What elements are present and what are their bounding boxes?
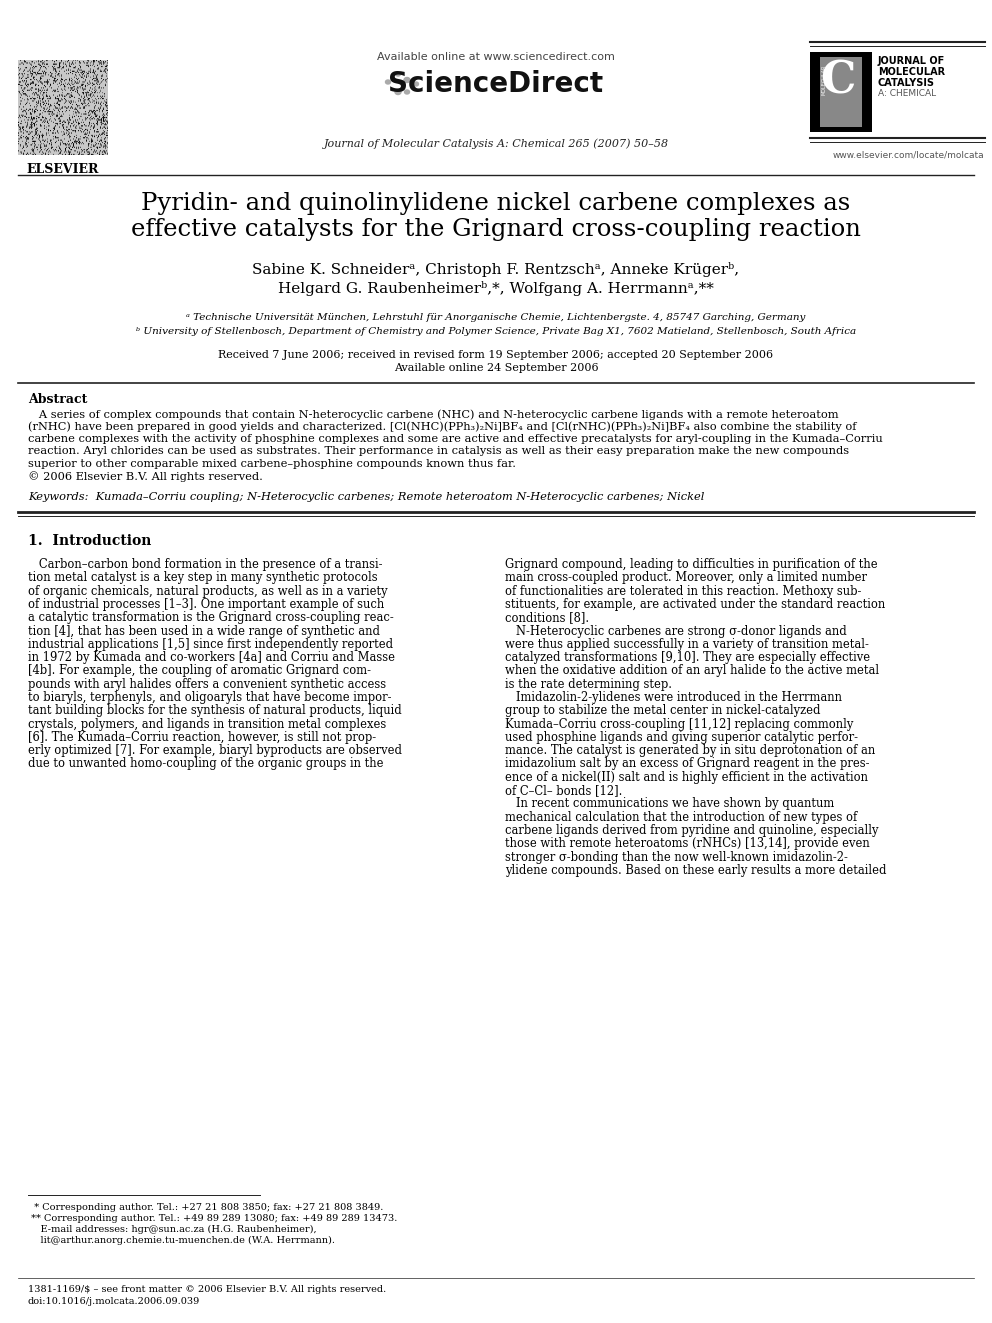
- Ellipse shape: [386, 79, 391, 83]
- Text: (rNHC) have been prepared in good yields and characterized. [Cl(NHC)(PPh₃)₂Ni]BF: (rNHC) have been prepared in good yields…: [28, 422, 856, 433]
- Ellipse shape: [414, 82, 419, 86]
- Text: MOLECULAR: MOLECULAR: [878, 67, 945, 77]
- Ellipse shape: [395, 90, 401, 94]
- Text: E-mail addresses: hgr@sun.ac.za (H.G. Raubenheimer),: E-mail addresses: hgr@sun.ac.za (H.G. Ra…: [28, 1225, 316, 1234]
- Text: effective catalysts for the Grignard cross-coupling reaction: effective catalysts for the Grignard cro…: [131, 218, 861, 241]
- Text: ELSEVIER: ELSEVIER: [27, 163, 99, 176]
- Text: of organic chemicals, natural products, as well as in a variety: of organic chemicals, natural products, …: [28, 585, 388, 598]
- Text: conditions [8].: conditions [8].: [505, 611, 589, 624]
- Text: Kumada–Corriu cross-coupling [11,12] replacing commonly: Kumada–Corriu cross-coupling [11,12] rep…: [505, 717, 853, 730]
- Text: In recent communications we have shown by quantum: In recent communications we have shown b…: [505, 798, 834, 811]
- Text: lit@arthur.anorg.chemie.tu-muenchen.de (W.A. Herrmann).: lit@arthur.anorg.chemie.tu-muenchen.de (…: [28, 1236, 335, 1245]
- Ellipse shape: [404, 78, 410, 82]
- Ellipse shape: [405, 90, 410, 94]
- Text: tion [4], that has been used in a wide range of synthetic and: tion [4], that has been used in a wide r…: [28, 624, 380, 638]
- Text: Pyridin- and quinolinylidene nickel carbene complexes as: Pyridin- and quinolinylidene nickel carb…: [142, 192, 850, 216]
- Text: 1381-1169/$ – see front matter © 2006 Elsevier B.V. All rights reserved.: 1381-1169/$ – see front matter © 2006 El…: [28, 1285, 386, 1294]
- Text: tant building blocks for the synthesis of natural products, liquid: tant building blocks for the synthesis o…: [28, 704, 402, 717]
- Text: crystals, polymers, and ligands in transition metal complexes: crystals, polymers, and ligands in trans…: [28, 717, 386, 730]
- Ellipse shape: [396, 71, 401, 75]
- Text: when the oxidative addition of an aryl halide to the active metal: when the oxidative addition of an aryl h…: [505, 664, 879, 677]
- Text: [6]. The Kumada–Corriu reaction, however, is still not prop-: [6]. The Kumada–Corriu reaction, however…: [28, 730, 376, 744]
- Text: JOURNAL OF: JOURNAL OF: [878, 56, 945, 66]
- Text: A series of complex compounds that contain N-heterocyclic carbene (NHC) and N-he: A series of complex compounds that conta…: [28, 409, 838, 419]
- Text: catalyzed transformations [9,10]. They are especially effective: catalyzed transformations [9,10]. They a…: [505, 651, 870, 664]
- Text: of industrial processes [1–3]. One important example of such: of industrial processes [1–3]. One impor…: [28, 598, 384, 611]
- Text: Carbon–carbon bond formation in the presence of a transi-: Carbon–carbon bond formation in the pres…: [28, 558, 383, 572]
- Text: * Corresponding author. Tel.: +27 21 808 3850; fax: +27 21 808 3849.: * Corresponding author. Tel.: +27 21 808…: [28, 1203, 383, 1212]
- Text: pounds with aryl halides offers a convenient synthetic access: pounds with aryl halides offers a conven…: [28, 677, 386, 691]
- Text: ** Corresponding author. Tel.: +49 89 289 13080; fax: +49 89 289 13473.: ** Corresponding author. Tel.: +49 89 28…: [28, 1215, 398, 1222]
- Text: Available online 24 September 2006: Available online 24 September 2006: [394, 363, 598, 373]
- Text: ence of a nickel(II) salt and is highly efficient in the activation: ence of a nickel(II) salt and is highly …: [505, 771, 868, 783]
- Text: reaction. Aryl chlorides can be used as substrates. Their performance in catalys: reaction. Aryl chlorides can be used as …: [28, 446, 849, 456]
- Text: group to stabilize the metal center in nickel-catalyzed: group to stabilize the metal center in n…: [505, 704, 820, 717]
- Bar: [810, 52, 872, 132]
- Text: Journal of Molecular Catalysis A: Chemical 265 (2007) 50–58: Journal of Molecular Catalysis A: Chemic…: [323, 138, 669, 148]
- Text: main cross-coupled product. Moreover, only a limited number: main cross-coupled product. Moreover, on…: [505, 572, 867, 585]
- Text: ᵃ Technische Universität München, Lehrstuhl für Anorganische Chemie, Lichtenberg: ᵃ Technische Universität München, Lehrst…: [186, 314, 806, 321]
- Text: tion metal catalyst is a key step in many synthetic protocols: tion metal catalyst is a key step in man…: [28, 572, 378, 585]
- Bar: [820, 57, 862, 127]
- Text: carbene complexes with the activity of phosphine complexes and some are active a: carbene complexes with the activity of p…: [28, 434, 883, 445]
- Text: A: CHEMICAL: A: CHEMICAL: [878, 89, 936, 98]
- Text: C: C: [820, 60, 856, 103]
- Text: in 1972 by Kumada and co-workers [4a] and Corriu and Masse: in 1972 by Kumada and co-workers [4a] an…: [28, 651, 395, 664]
- Text: Abstract: Abstract: [28, 393, 87, 406]
- Text: Received 7 June 2006; received in revised form 19 September 2006; accepted 20 Se: Received 7 June 2006; received in revise…: [218, 351, 774, 360]
- Text: those with remote heteroatoms (rNHCs) [13,14], provide even: those with remote heteroatoms (rNHCs) [1…: [505, 837, 870, 851]
- Text: used phosphine ligands and giving superior catalytic perfor-: used phosphine ligands and giving superi…: [505, 730, 858, 744]
- Text: erly optimized [7]. For example, biaryl byproducts are observed: erly optimized [7]. For example, biaryl …: [28, 745, 402, 757]
- Text: mance. The catalyst is generated by in situ deprotonation of an: mance. The catalyst is generated by in s…: [505, 745, 875, 757]
- Text: doi:10.1016/j.molcata.2006.09.039: doi:10.1016/j.molcata.2006.09.039: [28, 1297, 200, 1306]
- Text: of C–Cl– bonds [12].: of C–Cl– bonds [12].: [505, 785, 622, 796]
- Text: Grignard compound, leading to difficulties in purification of the: Grignard compound, leading to difficulti…: [505, 558, 878, 572]
- Text: Imidazolin-2-ylidenes were introduced in the Herrmann: Imidazolin-2-ylidenes were introduced in…: [505, 691, 842, 704]
- Text: due to unwanted homo-coupling of the organic groups in the: due to unwanted homo-coupling of the org…: [28, 758, 384, 770]
- Text: superior to other comparable mixed carbene–phosphine compounds known thus far.: superior to other comparable mixed carbe…: [28, 459, 516, 468]
- Text: Keywords:  Kumada–Corriu coupling; N-Heterocyclic carbenes; Remote heteroatom N-: Keywords: Kumada–Corriu coupling; N-Hete…: [28, 492, 704, 501]
- Text: www.elsevier.com/locate/molcata: www.elsevier.com/locate/molcata: [832, 149, 984, 159]
- Text: stronger σ-bonding than the now well-known imidazolin-2-: stronger σ-bonding than the now well-kno…: [505, 851, 848, 864]
- Text: © 2006 Elsevier B.V. All rights reserved.: © 2006 Elsevier B.V. All rights reserved…: [28, 471, 263, 483]
- Text: is the rate determining step.: is the rate determining step.: [505, 677, 672, 691]
- Text: of functionalities are tolerated in this reaction. Methoxy sub-: of functionalities are tolerated in this…: [505, 585, 861, 598]
- Text: 1.  Introduction: 1. Introduction: [28, 534, 152, 548]
- Text: a catalytic transformation is the Grignard cross-coupling reac-: a catalytic transformation is the Grigna…: [28, 611, 394, 624]
- Text: imidazolium salt by an excess of Grignard reagent in the pres-: imidazolium salt by an excess of Grignar…: [505, 758, 870, 770]
- Text: ᵇ University of Stellenbosch, Department of Chemistry and Polymer Science, Priva: ᵇ University of Stellenbosch, Department…: [136, 327, 856, 336]
- Text: [4b]. For example, the coupling of aromatic Grignard com-: [4b]. For example, the coupling of aroma…: [28, 664, 371, 677]
- Text: N-Heterocyclic carbenes are strong σ-donor ligands and: N-Heterocyclic carbenes are strong σ-don…: [505, 624, 847, 638]
- Text: were thus applied successfully in a variety of transition metal-: were thus applied successfully in a vari…: [505, 638, 869, 651]
- Text: mechanical calculation that the introduction of new types of: mechanical calculation that the introduc…: [505, 811, 857, 824]
- Text: Helgard G. Raubenheimerᵇ,*, Wolfgang A. Herrmannᵃ,**: Helgard G. Raubenheimerᵇ,*, Wolfgang A. …: [278, 280, 714, 296]
- Text: stituents, for example, are activated under the standard reaction: stituents, for example, are activated un…: [505, 598, 885, 611]
- Text: CATALYSIS: CATALYSIS: [878, 78, 935, 89]
- Text: Available online at www.sciencedirect.com: Available online at www.sciencedirect.co…: [377, 52, 615, 62]
- Text: ScienceDirect: ScienceDirect: [389, 70, 603, 98]
- Text: carbene ligands derived from pyridine and quinoline, especially: carbene ligands derived from pyridine an…: [505, 824, 879, 837]
- Text: ylidene compounds. Based on these early results a more detailed: ylidene compounds. Based on these early …: [505, 864, 887, 877]
- Text: Sabine K. Schneiderᵃ, Christoph F. Rentzschᵃ, Anneke Krügerᵇ,: Sabine K. Schneiderᵃ, Christoph F. Rentz…: [252, 262, 740, 277]
- Text: MOLECULAR: MOLECULAR: [822, 65, 827, 95]
- Text: industrial applications [1,5] since first independently reported: industrial applications [1,5] since firs…: [28, 638, 393, 651]
- Text: to biaryls, terphenyls, and oligoaryls that have become impor-: to biaryls, terphenyls, and oligoaryls t…: [28, 691, 392, 704]
